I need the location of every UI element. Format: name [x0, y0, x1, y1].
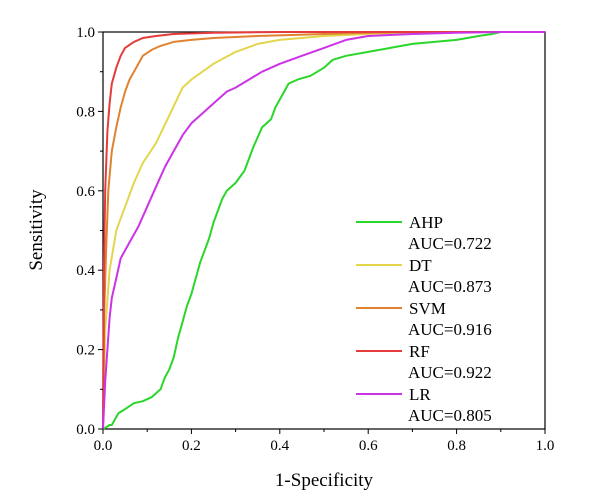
legend: AHP AUC=0.722 DT AUC=0.873 SVM AUC=0.916 RF AUC… [356, 213, 492, 425]
y-tick-label: 0.4 [76, 263, 95, 279]
legend-auc-lr: AUC=0.805 [408, 406, 492, 425]
y-tick-label: 0.8 [76, 104, 95, 120]
series-line-rf [102, 31, 545, 430]
x-axis-title: 1-Specificity [275, 470, 374, 491]
series-line-dt [102, 31, 545, 430]
x-tick-label: 0.4 [270, 438, 289, 454]
legend-auc-rf: AUC=0.922 [408, 363, 492, 382]
y-axis-title: Sensitivity [26, 189, 47, 271]
x-axis: 0.0 0.2 0.4 0.6 0.8 1.0 [94, 429, 555, 454]
y-tick-label: 0.6 [76, 184, 95, 200]
x-tick-label: 0.2 [182, 438, 201, 454]
y-tick-label: 1.0 [76, 25, 95, 41]
series-line-svm [102, 31, 545, 430]
legend-label-lr: LR [409, 385, 431, 404]
x-tick-label: 0.6 [359, 438, 378, 454]
x-tick-label: 0.0 [94, 438, 113, 454]
legend-auc-svm: AUC=0.916 [408, 320, 492, 339]
legend-auc-dt: AUC=0.873 [408, 277, 492, 296]
legend-label-svm: SVM [409, 299, 446, 318]
x-tick-label: 1.0 [536, 438, 555, 454]
y-tick-label: 0.2 [76, 343, 95, 359]
legend-label-dt: DT [409, 256, 432, 275]
x-tick-label: 0.8 [447, 438, 466, 454]
series-line-lr [102, 31, 545, 430]
y-tick-label: 0.0 [76, 422, 95, 438]
legend-label-rf: RF [409, 342, 430, 361]
series-line-ahp [102, 31, 545, 430]
legend-label-ahp: AHP [409, 213, 443, 232]
legend-auc-ahp: AUC=0.722 [408, 234, 492, 253]
y-axis: 0.0 0.2 0.4 0.6 0.8 1.0 [76, 25, 103, 438]
series-layer [102, 31, 545, 430]
